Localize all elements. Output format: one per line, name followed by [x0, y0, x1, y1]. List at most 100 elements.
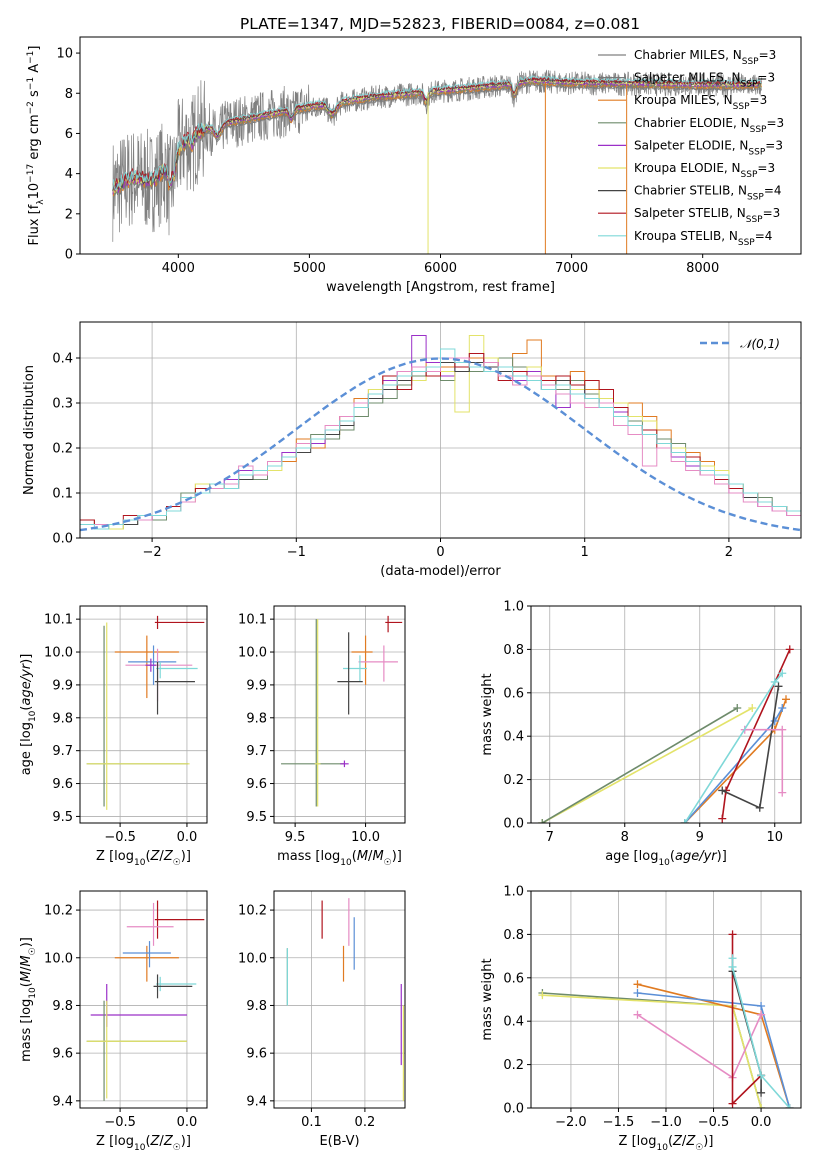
normal-reference-curve [80, 357, 801, 532]
y-axis-label: mass weight [480, 958, 495, 1040]
x-tick-label: −1.5 [603, 1115, 635, 1130]
legend-entry: Salpeter ELODIE, NSSP=3 [634, 138, 783, 157]
y-tick-label: 9.5 [52, 810, 73, 825]
legend-entry: Chabrier STELIB, NSSP=4 [634, 184, 782, 203]
y-tick-label: 9.7 [246, 744, 267, 759]
y-axis-label: age [log10(age/yr)] [19, 654, 38, 776]
x-tick-label: 0 [436, 545, 444, 560]
mass-weight-line [731, 971, 762, 1093]
x-tick-label: 9.5 [285, 830, 306, 845]
y-tick-label: 4 [65, 167, 73, 182]
x-tick-label: 0.0 [177, 830, 198, 845]
legend-entry: Kroupa MILES, NSSP=3 [634, 93, 767, 112]
plus-marker [778, 669, 787, 678]
y-tick-label: 1.0 [503, 885, 524, 900]
mass-weight-line [542, 994, 762, 1108]
y-tick-label: 10.2 [238, 904, 267, 919]
age-vs-metallicity-panel: −0.5 0.0 9.5 9.6 9.7 9.8 9.9 10.0 10.1 Z [log10(Z… [19, 605, 208, 868]
mass-weight-line [721, 686, 780, 809]
plus-marker [757, 1104, 766, 1108]
y-axis-label: Flux [fλ10−17 erg cm−2 s−1 A−1] [26, 46, 46, 246]
x-axis-label: (data-model)/error [380, 564, 501, 579]
y-axis-label: Normed distribution [22, 365, 37, 495]
plus-marker [778, 703, 787, 712]
y-tick-label: 10.0 [44, 951, 73, 966]
plus-marker [728, 962, 737, 971]
y-tick-label: 0.6 [503, 971, 524, 986]
residual-histogram-panel: −2 −1 0 1 2 0.0 0.1 0.2 0.3 0.4 (data-model)/error… [22, 321, 802, 579]
x-axis-label: E(B-V) [319, 1134, 359, 1149]
age-vs-mass-panel: 9.5 10.0 9.5 9.6 9.7 9.8 9.9 10.0 10.1 mass [log1… [238, 605, 406, 868]
legend-entry: Chabrier ELODIE, NSSP=3 [634, 116, 784, 135]
y-tick-label: 9.5 [246, 810, 267, 825]
plot-area [86, 615, 205, 810]
legend-entry: Salpeter STELIB, NSSP=3 [634, 206, 780, 225]
histogram-step [80, 357, 801, 525]
x-tick-label: −0.5 [698, 1115, 730, 1130]
x-tick-label: 5000 [293, 261, 326, 276]
x-tick-label: 0.0 [177, 1115, 198, 1130]
y-tick-label: 1.0 [503, 600, 524, 615]
x-axis-label: wavelength [Angstrom, rest frame] [326, 280, 555, 295]
y-tick-label: 0.1 [52, 487, 73, 502]
x-tick-label: −1 [287, 545, 306, 560]
mass-weight-line [731, 958, 791, 1108]
plus-marker [770, 677, 779, 686]
x-tick-label: 6000 [424, 261, 457, 276]
x-tick-label: 9 [696, 830, 704, 845]
x-tick-label: 8 [621, 830, 629, 845]
histogram-step [80, 335, 801, 525]
plot-area [538, 930, 794, 1108]
mass-weight-line [541, 707, 753, 823]
histogram-step [80, 357, 801, 530]
x-axis-label: age [log10(age/yr)] [605, 849, 727, 868]
y-tick-label: 9.8 [52, 711, 73, 726]
y-tick-label: 0.2 [503, 773, 524, 788]
plot-area [281, 615, 403, 807]
mass-weight-line [542, 992, 762, 1108]
plus-marker [633, 988, 642, 997]
axes-frame [79, 605, 208, 824]
observed-spectrum-line [112, 69, 763, 242]
legend-entry: Kroupa STELIB, NSSP=4 [634, 229, 772, 248]
y-tick-label: 9.8 [246, 999, 267, 1014]
x-tick-label: −2.0 [555, 1115, 587, 1130]
y-tick-label: 10.1 [44, 613, 73, 628]
y-tick-label: 9.7 [52, 744, 73, 759]
x-tick-label: −0.5 [104, 1115, 136, 1130]
y-tick-label: 0 [65, 248, 73, 263]
x-tick-label: 1 [581, 545, 589, 560]
mass-weight-vs-age-panel: 7 8 9 10 0.0 0.2 0.4 0.6 0.8 1.0 age [log10(age/yr… [480, 600, 802, 868]
x-tick-label: 0.0 [751, 1115, 772, 1130]
plus-marker [755, 803, 764, 812]
axes-frame [273, 605, 406, 824]
x-tick-label: 0.2 [355, 1115, 376, 1130]
spectrum-title: PLATE=1347, MJD=52823, FIBERID=0084, z=0… [240, 15, 640, 33]
model-spectrum-line [112, 74, 762, 191]
plus-marker [733, 703, 742, 712]
plot-area [80, 335, 801, 532]
plus-marker [770, 717, 779, 726]
plus-marker [778, 725, 787, 734]
y-tick-label: 0.2 [503, 1058, 524, 1073]
y-tick-label: 9.6 [246, 1047, 267, 1062]
model-spectrum-line [112, 77, 763, 192]
plus-marker [728, 1099, 737, 1108]
y-tick-label: 8 [65, 87, 73, 102]
axes-frame [530, 605, 802, 824]
plus-marker [757, 1088, 766, 1097]
y-tick-label: 10 [56, 47, 73, 62]
plot-area [112, 69, 763, 254]
y-axis-label: mass [log10(M/M☉)] [19, 937, 38, 1062]
x-tick-label: 10.0 [351, 830, 380, 845]
y-tick-label: 10.2 [44, 904, 73, 919]
plot-area [286, 898, 404, 1101]
y-tick-label: 9.6 [52, 777, 73, 792]
histogram-step [80, 335, 801, 530]
axes-frame [79, 890, 208, 1109]
y-tick-label: 6 [65, 127, 73, 142]
y-tick-label: 0.0 [503, 817, 524, 832]
y-tick-label: 9.9 [246, 678, 267, 693]
histogram-step [80, 362, 801, 525]
